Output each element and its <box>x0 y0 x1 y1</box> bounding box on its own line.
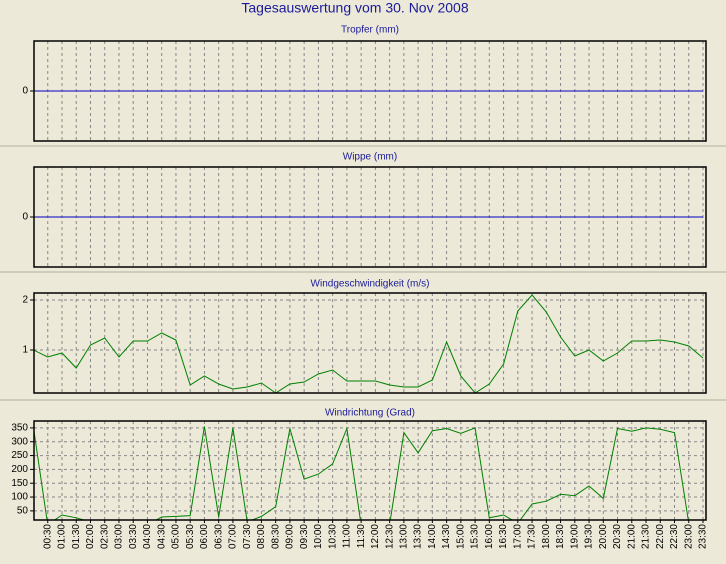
x-tick-label: 17:00 <box>512 524 523 549</box>
panel-title: Windgeschwindigkeit (m/s) <box>311 279 430 290</box>
y-tick-label: 250 <box>11 450 28 461</box>
x-tick-label: 01:30 <box>71 524 82 549</box>
data-line <box>34 294 704 393</box>
y-tick-label: 0 <box>22 86 28 97</box>
x-tick-label: 09:00 <box>285 524 296 549</box>
x-tick-label: 19:00 <box>569 524 580 549</box>
plot-frame <box>33 40 707 142</box>
y-tick-label: 100 <box>11 492 28 503</box>
x-tick-label: 15:30 <box>470 524 481 549</box>
x-tick-label: 09:30 <box>299 524 310 549</box>
y-tick-label: 0 <box>22 212 28 223</box>
panel-title: Tropfer (mm) <box>341 25 399 36</box>
y-tick-label: 350 <box>11 423 28 434</box>
y-tick-label: 150 <box>11 478 28 489</box>
x-tick-label: 22:30 <box>669 524 680 549</box>
x-tick-label: 13:00 <box>399 524 410 549</box>
x-tick-label: 18:00 <box>541 524 552 549</box>
y-tick-label: 1 <box>22 345 28 356</box>
x-tick-label: 12:00 <box>370 524 381 549</box>
x-tick-label: 20:00 <box>598 524 609 549</box>
x-tick-label: 21:30 <box>641 524 652 549</box>
x-tick-label: 21:00 <box>626 524 637 549</box>
panel-title: Wippe (mm) <box>343 152 397 163</box>
x-tick-label: 19:30 <box>584 524 595 549</box>
x-tick-label: 11:00 <box>342 524 353 549</box>
x-tick-label: 01:00 <box>57 524 68 549</box>
x-tick-label: 15:00 <box>455 524 466 549</box>
x-tick-label: 04:00 <box>142 524 153 549</box>
x-tick-label: 02:30 <box>99 524 110 549</box>
x-tick-label: 03:30 <box>128 524 139 549</box>
x-tick-label: 12:30 <box>384 524 395 549</box>
x-tick-label: 14:30 <box>441 524 452 549</box>
y-tick-label: 2 <box>22 295 28 306</box>
x-tick-label: 14:00 <box>427 524 438 549</box>
x-tick-label: 18:30 <box>555 524 566 549</box>
x-tick-label: 22:00 <box>655 524 666 549</box>
plot-area <box>34 294 704 393</box>
x-tick-label: 08:30 <box>270 524 281 549</box>
x-tick-label: 00:30 <box>42 524 53 549</box>
x-tick-label: 07:30 <box>242 524 253 549</box>
x-tick-label: 10:30 <box>327 524 338 549</box>
x-tick-label: 23:00 <box>683 524 694 549</box>
y-tick-label: 50 <box>17 506 29 517</box>
x-tick-label: 13:30 <box>413 524 424 549</box>
x-tick-label: 17:30 <box>527 524 538 549</box>
x-tick-label: 03:00 <box>114 524 125 549</box>
x-tick-label: 08:00 <box>256 524 267 549</box>
x-tick-label: 16:30 <box>498 524 509 549</box>
plot-frame <box>33 292 707 394</box>
data-line <box>34 426 689 520</box>
x-tick-label: 06:00 <box>199 524 210 549</box>
x-tick-label: 06:30 <box>213 524 224 549</box>
plot-frame <box>33 166 707 268</box>
plot-frame <box>33 420 707 521</box>
x-tick-label: 23:30 <box>698 524 709 549</box>
y-tick-label: 300 <box>11 436 28 447</box>
x-tick-label: 05:00 <box>171 524 182 549</box>
x-tick-label: 11:30 <box>356 524 367 549</box>
plot-area <box>34 426 689 520</box>
x-tick-label: 16:00 <box>484 524 495 549</box>
x-tick-label: 04:30 <box>156 524 167 549</box>
panel-title: Windrichtung (Grad) <box>325 408 415 419</box>
x-tick-label: 02:00 <box>85 524 96 549</box>
y-tick-label: 200 <box>11 464 28 475</box>
page-title: Tagesauswertung vom 30. Nov 2008 <box>241 0 468 16</box>
x-tick-label: 05:30 <box>185 524 196 549</box>
x-tick-label: 10:00 <box>313 524 324 549</box>
x-tick-label: 07:00 <box>228 524 239 549</box>
x-tick-label: 20:30 <box>612 524 623 549</box>
